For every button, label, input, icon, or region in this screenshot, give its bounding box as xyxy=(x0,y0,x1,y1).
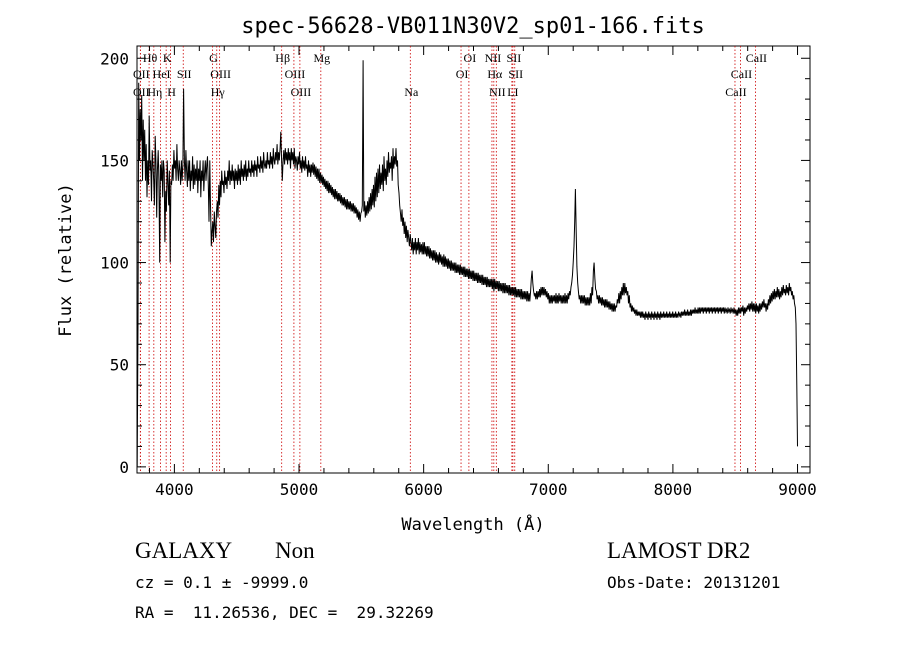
spectral-line-label: K xyxy=(163,51,172,65)
chart-title: spec-56628-VB011N30V2_sp01-166.fits xyxy=(241,14,705,39)
y-tick-label: 50 xyxy=(110,356,129,375)
spectral-line-label: Hγ xyxy=(211,85,226,99)
x-tick-label: 9000 xyxy=(778,480,817,499)
spectral-line-label: OIII xyxy=(285,67,306,81)
spectral-line-label: SII xyxy=(177,67,192,81)
spectral-line-label: SII xyxy=(507,51,522,65)
y-tick-label: 0 xyxy=(119,458,129,477)
spectral-line-label: OI xyxy=(464,51,477,65)
spectral-line-label: Hβ xyxy=(275,51,290,65)
y-tick-label: 100 xyxy=(100,254,129,273)
spectral-line-label: NII xyxy=(485,51,502,65)
spectral-line-label: Hθ xyxy=(143,51,158,65)
spectral-line-label: Hη xyxy=(147,85,162,99)
y-axis-label: Flux (relative) xyxy=(56,183,76,337)
y-tick-label: 200 xyxy=(100,49,129,68)
spectral-line-label: OI xyxy=(456,67,469,81)
spectral-line-label: SII xyxy=(508,67,523,81)
y-tick-label: 150 xyxy=(100,151,129,170)
x-tick-label: 6000 xyxy=(404,480,443,499)
line-labels-group: OIIHθOIIHeIHηKHSIIGOIIIHγHβOIIIOIIIMgNaO… xyxy=(133,51,767,99)
spectral-line-label: Mg xyxy=(313,51,330,65)
spectral-line-label: OIII xyxy=(291,85,312,99)
spectral-line-label: OII xyxy=(133,85,150,99)
spectral-line-label: OIII xyxy=(210,67,231,81)
obs-date: Obs-Date: 20131201 xyxy=(607,573,781,592)
spectral-line-label: LI xyxy=(507,85,518,99)
axis-ticks-group: 4000 5000 6000 7000 8000 9000 0 50 100 150 200 xyxy=(100,46,817,499)
spectral-line-label: HeI xyxy=(153,67,171,81)
redshift-cz: cz = 0.1 ± -9999.0 xyxy=(135,573,309,592)
object-subclass: Non xyxy=(275,538,315,563)
ra-dec: RA = 11.26536, DEC = 29.32269 xyxy=(135,603,434,622)
x-tick-label: 7000 xyxy=(529,480,568,499)
survey-name: LAMOST DR2 xyxy=(607,538,751,563)
spectral-line-label: CaII xyxy=(746,51,767,65)
spectral-line-label: H xyxy=(167,85,176,99)
spectral-line-label: CaII xyxy=(731,67,752,81)
object-class: GALAXY xyxy=(135,538,233,563)
plot-frame xyxy=(136,45,811,474)
spectral-line-label: Na xyxy=(404,85,419,99)
spectral-line-label: OII xyxy=(133,67,150,81)
spectral-line-label: NII xyxy=(489,85,506,99)
spectral-line-label: Hα xyxy=(487,67,503,81)
x-axis-label: Wavelength (Å) xyxy=(401,513,544,535)
spectrum-line xyxy=(136,60,798,467)
spectral-line-label: G xyxy=(209,51,218,65)
x-tick-label: 5000 xyxy=(280,480,319,499)
x-tick-label: 8000 xyxy=(654,480,693,499)
x-tick-label: 4000 xyxy=(155,480,194,499)
spectral-line-label: CaII xyxy=(725,85,746,99)
